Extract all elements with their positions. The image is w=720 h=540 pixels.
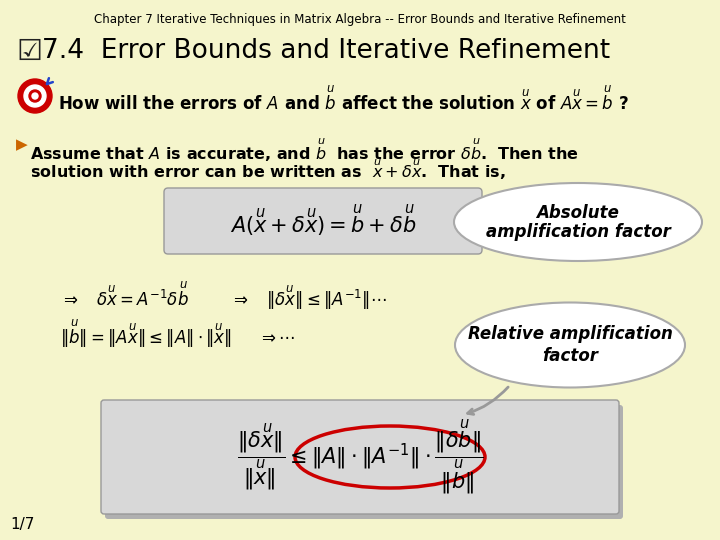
Text: factor: factor [542, 347, 598, 365]
Ellipse shape [454, 183, 702, 261]
Text: Assume that $A$ is accurate, and $\overset{u}{b}$  has the error $\delta\overset: Assume that $A$ is accurate, and $\overs… [30, 137, 579, 164]
Text: 1/7: 1/7 [10, 517, 35, 532]
Text: ☑: ☑ [16, 38, 42, 66]
Text: Chapter 7 Iterative Techniques in Matrix Algebra -- Error Bounds and Iterative R: Chapter 7 Iterative Techniques in Matrix… [94, 13, 626, 26]
Text: ▶: ▶ [16, 137, 28, 152]
Text: $\|\overset{u}{b}\|=\|A\overset{u}{x}\|\leq\|A\|\cdot\|\overset{u}{x}\|$     $\R: $\|\overset{u}{b}\|=\|A\overset{u}{x}\|\… [60, 318, 295, 350]
Text: $A(\overset{u}{x}+\delta\overset{u}{x})=\overset{u}{b}+\delta\overset{u}{b}$: $A(\overset{u}{x}+\delta\overset{u}{x})=… [230, 202, 416, 239]
Circle shape [29, 90, 41, 102]
FancyBboxPatch shape [164, 188, 482, 254]
Text: $\dfrac{\|\delta\overset{u}{x}\|}{\|\overset{u}{x}\|}$$\leq\|A\|\cdot\|A^{-1}\|\: $\dfrac{\|\delta\overset{u}{x}\|}{\|\ove… [237, 417, 483, 497]
Text: solution with error can be written as  $\overset{u}{x}+\delta\overset{u}{x}$.  T: solution with error can be written as $\… [30, 158, 505, 183]
Text: amplification factor: amplification factor [485, 223, 670, 241]
Ellipse shape [455, 302, 685, 388]
Text: Relative amplification: Relative amplification [467, 325, 672, 343]
Text: How will the errors of $A$ and $\overset{u}{b}$ affect the solution $\overset{u}: How will the errors of $A$ and $\overset… [58, 86, 629, 114]
Circle shape [24, 85, 46, 107]
FancyBboxPatch shape [101, 400, 619, 514]
Circle shape [32, 93, 38, 99]
Text: $\Rightarrow$   $\delta\overset{u}{x}=A^{-1}\delta\overset{u}{b}$        $\Right: $\Rightarrow$ $\delta\overset{u}{x}=A^{-… [60, 280, 387, 312]
Text: Absolute: Absolute [536, 204, 619, 222]
Text: 7.4  Error Bounds and Iterative Refinement: 7.4 Error Bounds and Iterative Refinemen… [42, 38, 610, 64]
Circle shape [18, 79, 52, 113]
FancyBboxPatch shape [105, 405, 623, 519]
